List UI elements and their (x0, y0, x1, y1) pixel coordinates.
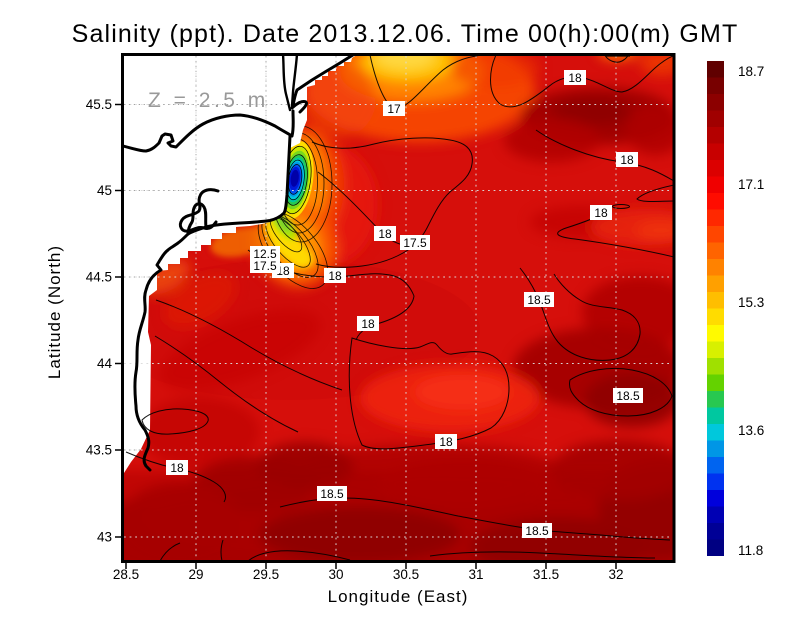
svg-text:44: 44 (97, 356, 113, 371)
svg-text:44.5: 44.5 (86, 270, 112, 285)
svg-text:17.5: 17.5 (403, 236, 427, 250)
svg-text:18.5: 18.5 (527, 293, 551, 307)
svg-text:28.5: 28.5 (113, 567, 139, 582)
svg-text:13.6: 13.6 (738, 423, 764, 438)
svg-text:18: 18 (439, 435, 453, 449)
svg-text:29.5: 29.5 (253, 567, 279, 582)
svg-text:Latitude (North): Latitude (North) (45, 245, 64, 379)
svg-text:45: 45 (97, 183, 112, 198)
svg-text:18: 18 (594, 206, 608, 220)
svg-text:31: 31 (468, 567, 483, 582)
svg-text:18.5: 18.5 (616, 389, 640, 403)
svg-text:Z = 2.5 m: Z = 2.5 m (148, 89, 269, 112)
svg-text:18: 18 (568, 71, 582, 85)
svg-text:30.5: 30.5 (393, 567, 419, 582)
svg-text:31.5: 31.5 (533, 567, 559, 582)
svg-text:18.7: 18.7 (738, 64, 764, 79)
svg-text:18.5: 18.5 (320, 487, 344, 501)
svg-text:Longitude (East): Longitude (East) (328, 587, 469, 606)
svg-text:11.8: 11.8 (738, 543, 763, 558)
svg-text:18.5: 18.5 (525, 524, 549, 538)
svg-text:12.5: 12.5 (253, 247, 277, 261)
svg-text:15.3: 15.3 (738, 295, 764, 310)
svg-text:30: 30 (328, 567, 343, 582)
svg-text:45.5: 45.5 (86, 97, 112, 112)
svg-text:18: 18 (328, 269, 342, 283)
svg-text:18: 18 (361, 317, 375, 331)
svg-text:29: 29 (188, 567, 203, 582)
svg-text:17: 17 (387, 102, 401, 116)
svg-text:32: 32 (608, 567, 623, 582)
svg-text:43.5: 43.5 (86, 443, 112, 458)
svg-text:43: 43 (97, 530, 112, 545)
svg-text:18: 18 (170, 461, 184, 475)
svg-text:18: 18 (378, 227, 392, 241)
svg-text:17.5: 17.5 (253, 259, 277, 273)
svg-text:18: 18 (620, 153, 634, 167)
svg-text:Salinity (ppt). Date 2013.12.0: Salinity (ppt). Date 2013.12.06. Time 00… (72, 20, 739, 48)
svg-text:17.1: 17.1 (738, 177, 764, 192)
